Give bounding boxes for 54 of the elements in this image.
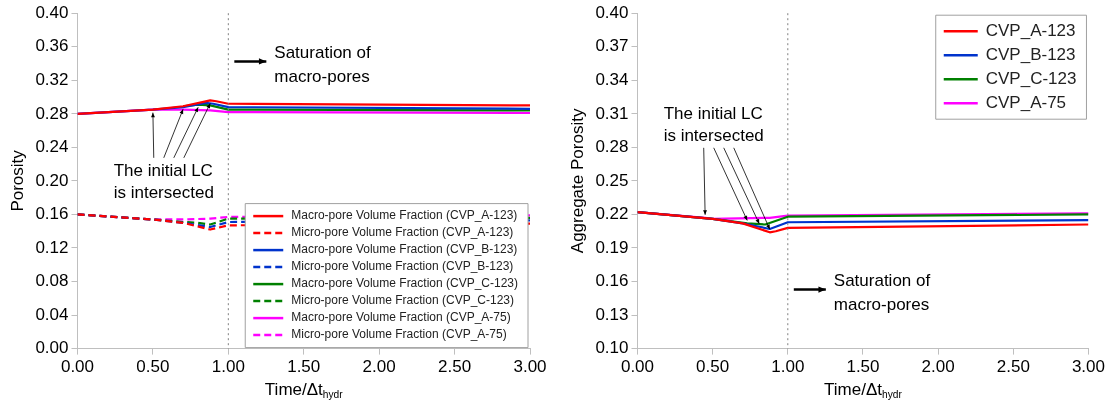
y-tick-label: 0.13 (595, 304, 629, 324)
y-tick-label: 0.40 (35, 2, 69, 22)
x-tick-label: 3.00 (1071, 357, 1105, 377)
annotation: The initial LC is intersected (663, 103, 764, 145)
x-tick-label: 0.50 (696, 357, 730, 377)
legend-label: CVP_A-75 (985, 92, 1067, 112)
legend-label: Micro-pore Volume Fraction (CVP_A-75) (291, 327, 507, 342)
legend-label: CVP_A-123 (985, 20, 1076, 40)
y-tick-label: 0.04 (35, 304, 69, 324)
y-tick-label: 0.10 (595, 338, 629, 358)
y-axis-title: Porosity (7, 149, 27, 212)
legend-label: Macro-pore Volume Fraction (CVP_B-123) (291, 242, 518, 257)
y-tick-label: 0.16 (35, 204, 69, 224)
legend-label: Micro-pore Volume Fraction (CVP_A-123) (291, 225, 514, 240)
x-tick-label: 3.00 (513, 357, 547, 377)
legend-label: Macro-pore Volume Fraction (CVP_A-75) (291, 310, 511, 325)
y-tick-label: 0.12 (35, 237, 69, 257)
y-tick-label: 0.32 (35, 69, 69, 89)
y-tick-label: 0.28 (595, 137, 629, 157)
y-tick-label: 0.25 (595, 170, 629, 190)
y-tick-label: 0.19 (595, 237, 629, 257)
y-tick-label: 0.08 (35, 271, 69, 291)
x-tick-label: 2.50 (438, 357, 472, 377)
x-tick-label: 2.00 (362, 357, 396, 377)
ref-line-label: Saturation of macro-pores (833, 271, 931, 315)
ref-line-label: Saturation of macro-pores (274, 43, 371, 87)
y-tick-label: 0.37 (595, 36, 629, 56)
y-tick-label: 0.31 (595, 103, 629, 123)
x-tick-label: 1.50 (846, 357, 880, 377)
y-tick-label: 0.16 (595, 271, 629, 291)
y-tick-label: 0.24 (35, 137, 69, 157)
legend-label: Macro-pore Volume Fraction (CVP_A-123) (291, 208, 518, 223)
annotation: The initial LC is intersected (113, 160, 214, 202)
y-tick-label: 0.20 (35, 170, 69, 190)
x-tick-label: 1.00 (211, 357, 245, 377)
legend-label: Macro-pore Volume Fraction (CVP_C-123) (291, 276, 519, 291)
x-tick-label: 2.00 (921, 357, 955, 377)
x-tick-label: 2.50 (996, 357, 1030, 377)
legend-label: Micro-pore Volume Fraction (CVP_B-123) (291, 259, 514, 274)
y-axis-title: Aggregate Porosity (567, 108, 587, 254)
y-tick-label: 0.36 (35, 36, 69, 56)
y-tick-label: 0.34 (595, 69, 629, 89)
x-tick-label: 1.50 (287, 357, 321, 377)
y-tick-label: 0.40 (595, 2, 629, 22)
y-tick-label: 0.22 (595, 204, 629, 224)
x-tick-label: 0.00 (60, 357, 95, 377)
y-tick-label: 0.00 (35, 338, 69, 358)
legend-label: Micro-pore Volume Fraction (CVP_C-123) (291, 293, 514, 308)
y-tick-label: 0.28 (35, 103, 69, 123)
legend-label: CVP_B-123 (985, 44, 1076, 64)
x-tick-label: 0.50 (136, 357, 170, 377)
legend-label: CVP_C-123 (985, 68, 1077, 88)
x-tick-label: 0.00 (620, 357, 655, 377)
x-tick-label: 1.00 (771, 357, 805, 377)
